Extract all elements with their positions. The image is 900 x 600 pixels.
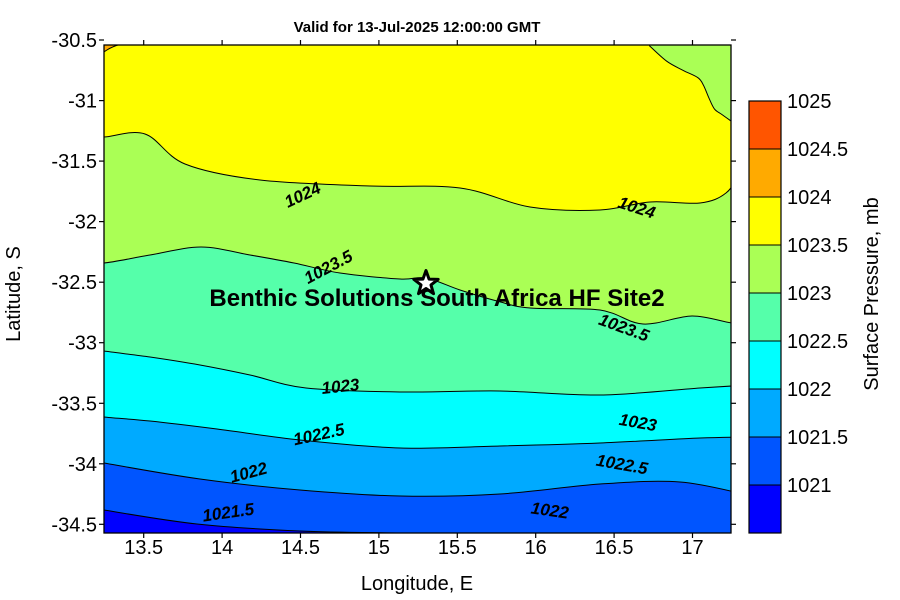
svg-text:1025: 1025 [787,91,832,113]
svg-text:Latitude, S: Latitude, S [3,246,25,342]
svg-text:1021: 1021 [787,475,832,497]
svg-text:Benthic Solutions South Africa: Benthic Solutions South Africa HF Site2 [209,285,664,312]
svg-text:16: 16 [525,537,547,559]
svg-text:15.5: 15.5 [438,537,477,559]
svg-text:16.5: 16.5 [595,537,634,559]
svg-text:13.5: 13.5 [124,537,163,559]
svg-text:14: 14 [211,537,233,559]
svg-text:1024.5: 1024.5 [787,139,848,161]
svg-text:-30.5: -30.5 [51,30,97,52]
svg-text:1023.5: 1023.5 [787,235,848,257]
svg-text:-32.5: -32.5 [51,272,97,294]
svg-text:-33: -33 [68,333,97,355]
svg-text:-33.5: -33.5 [51,393,97,415]
svg-text:1024: 1024 [787,187,832,209]
svg-text:14.5: 14.5 [281,537,320,559]
svg-text:1023: 1023 [787,283,832,305]
svg-text:-31.5: -31.5 [51,151,97,173]
svg-text:Valid for 13-Jul-2025 12:00:00: Valid for 13-Jul-2025 12:00:00 GMT [294,19,541,36]
svg-text:Surface Pressure, mb: Surface Pressure, mb [861,197,883,390]
svg-text:-31: -31 [68,91,97,113]
svg-text:17: 17 [681,537,703,559]
svg-text:1021.5: 1021.5 [787,427,848,449]
svg-text:-34: -34 [68,454,97,476]
svg-text:1022.5: 1022.5 [787,331,848,353]
svg-text:15: 15 [368,537,390,559]
svg-text:-34.5: -34.5 [51,514,97,536]
svg-text:Longitude, E: Longitude, E [361,573,473,595]
svg-text:-32: -32 [68,212,97,234]
svg-text:1022: 1022 [787,379,832,401]
svg-text:1023: 1023 [321,375,361,398]
